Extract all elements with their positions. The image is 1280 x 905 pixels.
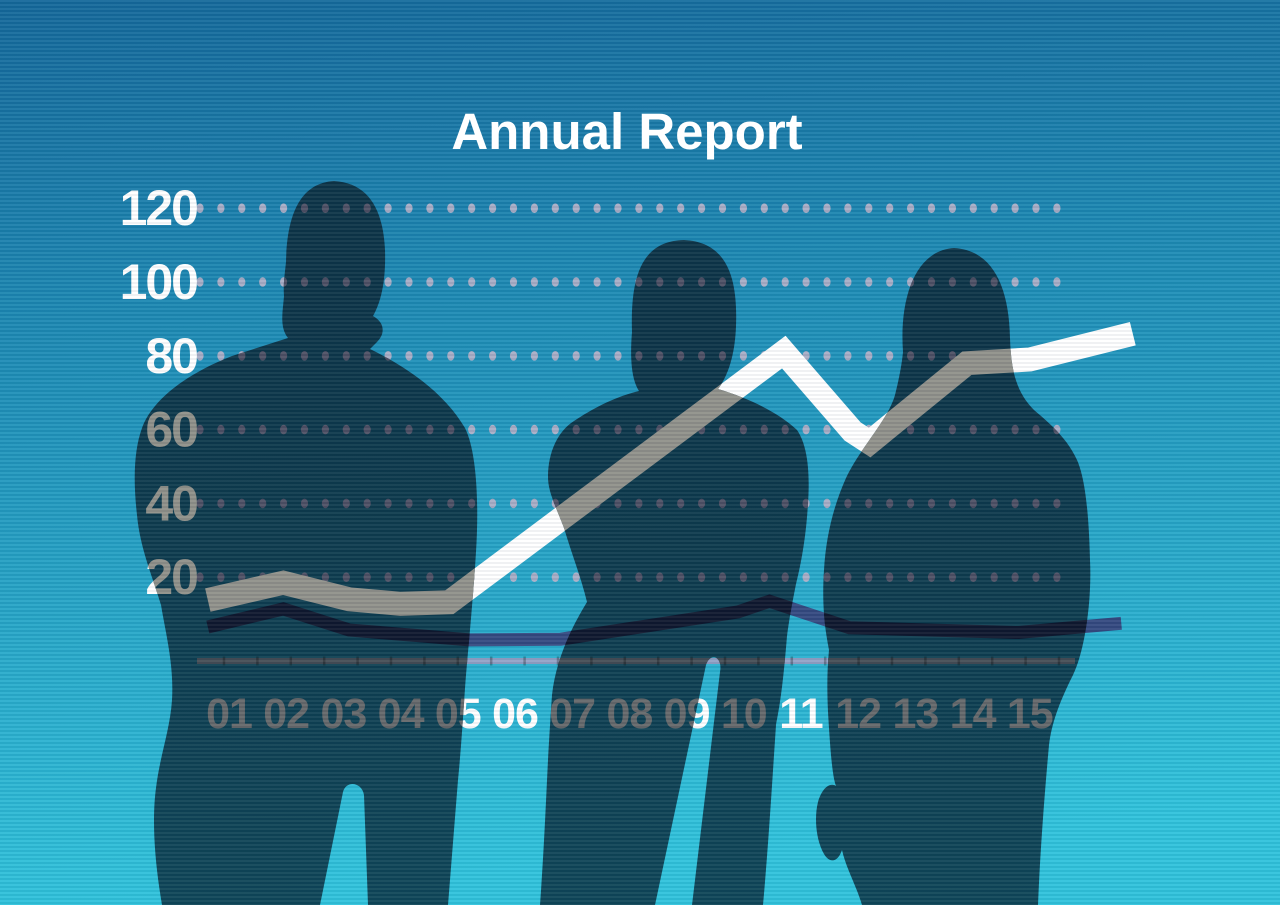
chart-title: Annual Report [451,103,802,160]
